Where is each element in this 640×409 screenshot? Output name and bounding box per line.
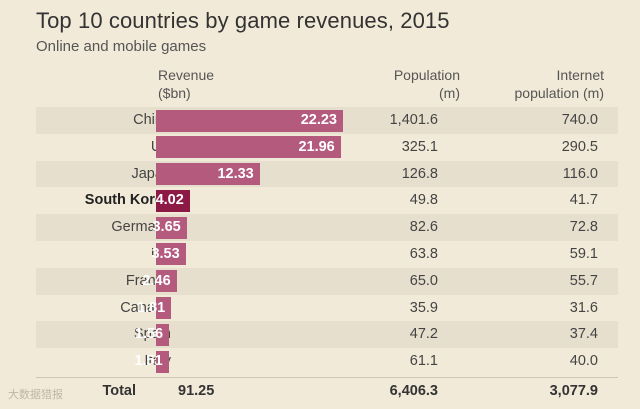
revenue-value-label: 21.96 — [298, 138, 335, 155]
revenue-value-label: 1.56 — [134, 326, 164, 343]
revenue-bar — [156, 109, 343, 132]
chart-row: France 2.46 65.0 55.7 — [36, 267, 618, 295]
header-internet-line1: Internet — [556, 67, 604, 83]
revenue-value-label: 4.02 — [155, 192, 184, 209]
population-value: 126.8 — [401, 165, 438, 182]
chart-row: South Korea 4.02 49.8 41.7 — [36, 187, 618, 214]
chart-row: China 22.23 1,401.6 740.0 — [36, 107, 618, 134]
revenue-bar — [156, 216, 187, 239]
header-population: Population (m) — [394, 66, 460, 102]
revenue-bar — [156, 243, 186, 266]
population-value: 325.1 — [401, 138, 438, 155]
internet-population-value: 290.5 — [561, 138, 598, 155]
total-internet: 3,077.9 — [549, 383, 598, 399]
revenue-value-label: 1.51 — [134, 353, 163, 370]
total-revenue: 91.25 — [178, 383, 215, 399]
country-label: South Korea — [84, 192, 171, 209]
chart-rows: China22.231,401.6740.0US21.96325.1290.5J… — [36, 107, 618, 375]
revenue-bar — [156, 270, 177, 293]
header-revenue-line2: ($bn) — [158, 85, 191, 101]
chart-title: Top 10 countries by game revenues, 2015 — [36, 8, 450, 33]
revenue-value-label: 3.65 — [152, 219, 181, 236]
revenue-value-label: 3.53 — [151, 245, 180, 262]
revenue-value-label: 22.23 — [300, 112, 337, 128]
population-value: 47.2 — [409, 326, 438, 343]
chart-row: Germany 3.65 82.6 72.8 — [36, 214, 618, 241]
internet-population-value: 41.7 — [569, 192, 598, 209]
header-revenue-line1: Revenue — [158, 67, 215, 83]
chart-row: Canada 1.81 35.9 31.6 — [36, 295, 618, 322]
internet-population-value: 55.7 — [569, 272, 598, 289]
internet-population-value: 40.0 — [569, 353, 598, 370]
population-value: 1,401.6 — [389, 112, 438, 128]
chart-subtitle: Online and mobile games — [36, 38, 207, 55]
total-row: Total 91.25 6,406.3 3,077.9 — [36, 377, 618, 406]
header-revenue: Revenue ($bn) — [158, 66, 214, 102]
internet-population-value: 31.6 — [569, 299, 598, 316]
population-value: 65.0 — [409, 272, 438, 289]
revenue-value-label: 2.46 — [142, 272, 171, 289]
revenue-bar — [156, 297, 172, 320]
population-value: 49.8 — [409, 192, 438, 209]
population-value: 61.1 — [409, 353, 438, 370]
internet-population-value: 740.0 — [561, 112, 598, 128]
header-population-line2: (m) — [439, 85, 460, 101]
revenue-value-label: 12.33 — [217, 165, 254, 182]
internet-population-value: 59.1 — [569, 245, 598, 262]
internet-population-value: 37.4 — [569, 326, 598, 343]
header-internet: Internet population (m) — [515, 66, 605, 102]
total-population: 6,406.3 — [389, 383, 438, 399]
population-value: 63.8 — [409, 245, 438, 262]
population-value: 82.6 — [409, 219, 438, 236]
watermark: 大数据猎报 — [8, 389, 63, 401]
revenue-bar — [156, 163, 260, 186]
revenue-bar — [156, 189, 190, 212]
revenue-bar — [156, 350, 169, 373]
total-label: Total — [102, 383, 136, 399]
revenue-value-label: 1.81 — [137, 299, 166, 316]
header-internet-line2: population (m) — [514, 85, 605, 101]
population-value: 35.9 — [409, 299, 438, 316]
revenue-bar — [156, 136, 341, 159]
chart-row: Spain 1.56 47.2 37.4 — [36, 321, 618, 349]
revenue-bar — [156, 323, 170, 346]
internet-population-value: 72.8 — [569, 219, 598, 236]
header-population-line1: Population — [393, 67, 460, 83]
internet-population-value: 116.0 — [562, 165, 598, 182]
chart-row: Japan 12.33 126.8 116.0 — [36, 160, 618, 188]
